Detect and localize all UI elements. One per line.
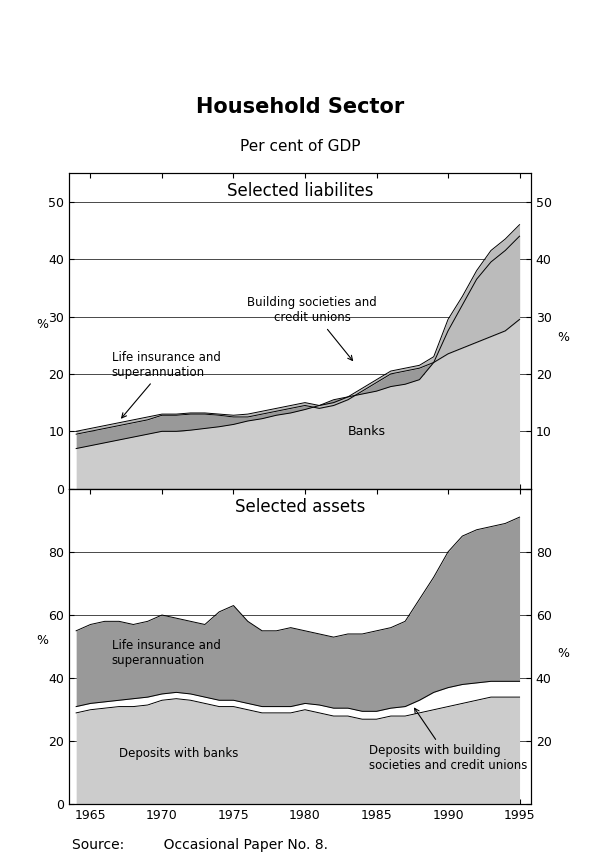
Y-axis label: %: % bbox=[557, 330, 569, 344]
Text: Household Sector: Household Sector bbox=[196, 97, 404, 117]
Text: Selected liabilites: Selected liabilites bbox=[227, 183, 373, 201]
Y-axis label: %: % bbox=[37, 633, 49, 647]
Text: Deposits with banks: Deposits with banks bbox=[119, 747, 238, 760]
Y-axis label: %: % bbox=[557, 647, 569, 660]
Text: Selected assets: Selected assets bbox=[235, 498, 365, 516]
Text: Source:         Occasional Paper No. 8.: Source: Occasional Paper No. 8. bbox=[72, 838, 328, 852]
Text: Deposits with building
societies and credit unions: Deposits with building societies and cre… bbox=[370, 708, 528, 772]
Text: Building societies and
credit unions: Building societies and credit unions bbox=[247, 297, 377, 361]
Text: Per cent of GDP: Per cent of GDP bbox=[240, 139, 360, 154]
Text: Life insurance and
superannuation: Life insurance and superannuation bbox=[112, 639, 221, 667]
Y-axis label: %: % bbox=[37, 317, 49, 330]
Text: Life insurance and
superannuation: Life insurance and superannuation bbox=[112, 351, 221, 418]
Text: Banks: Banks bbox=[348, 425, 386, 438]
